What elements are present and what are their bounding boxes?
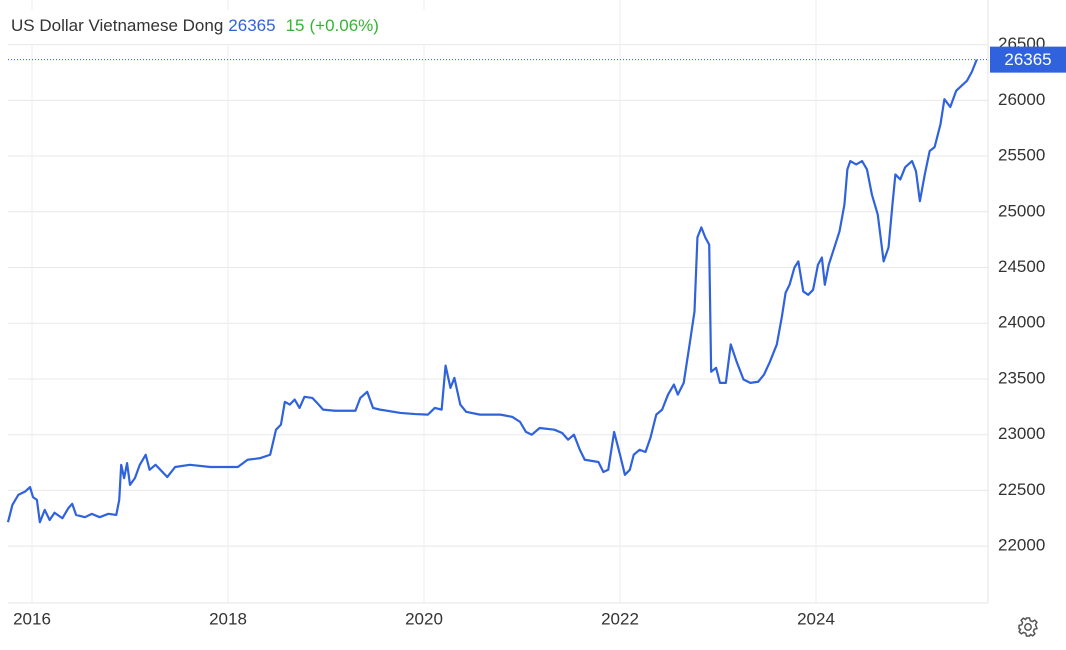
- header-title: US Dollar Vietnamese Dong: [11, 16, 223, 35]
- y-tick-label: 23500: [998, 368, 1045, 387]
- settings-button[interactable]: [1018, 617, 1038, 637]
- y-tick-label: 24500: [998, 257, 1045, 276]
- header-background: [0, 10, 430, 44]
- settings-gear-hub[interactable]: [1024, 623, 1032, 631]
- y-tick-label: 24000: [998, 313, 1045, 332]
- header-text: US Dollar Vietnamese Dong 26365 15 (+0.06%): [11, 16, 379, 35]
- settings-gear[interactable]: [1018, 617, 1038, 637]
- last-price-box: [990, 46, 1066, 73]
- x-tick-label: 2020: [405, 609, 443, 628]
- y-tick-label: 25000: [998, 201, 1045, 220]
- plot-area: [6, 59, 988, 524]
- price-line: [6, 59, 978, 524]
- header: US Dollar Vietnamese Dong 26365 15 (+0.06%): [0, 10, 430, 44]
- x-tick-label: 2022: [601, 609, 639, 628]
- x-tick-label: 2016: [13, 609, 51, 628]
- y-tick-label: 22000: [998, 536, 1045, 555]
- y-tick-label: 26000: [998, 90, 1045, 109]
- x-tick-label: 2024: [797, 609, 835, 628]
- y-tick-label: 23000: [998, 424, 1045, 443]
- y-tick-label: 22500: [998, 480, 1045, 499]
- last-price-label: 26365: [1004, 50, 1051, 69]
- grid: [8, 0, 988, 603]
- x-tick-label: 2018: [209, 609, 247, 628]
- header-change-percent: (+0.06%): [310, 16, 379, 35]
- header-change: 15: [286, 16, 305, 35]
- header-last-price: 26365: [228, 16, 275, 35]
- y-tick-label: 25500: [998, 146, 1045, 165]
